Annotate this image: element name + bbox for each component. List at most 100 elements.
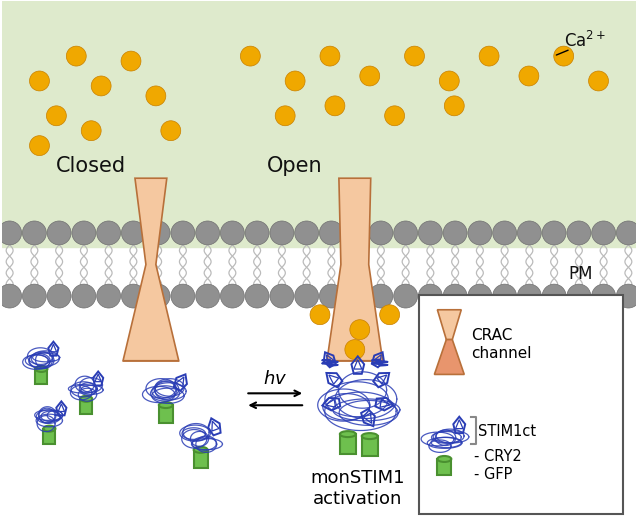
Circle shape xyxy=(121,284,145,308)
Text: monSTIM1
activation: monSTIM1 activation xyxy=(311,469,405,508)
Circle shape xyxy=(320,46,340,66)
Text: STIM1ct: STIM1ct xyxy=(478,424,537,439)
Circle shape xyxy=(591,284,616,308)
Circle shape xyxy=(394,284,417,308)
Circle shape xyxy=(221,221,244,245)
Circle shape xyxy=(285,71,305,91)
Circle shape xyxy=(196,221,219,245)
Circle shape xyxy=(443,221,467,245)
Ellipse shape xyxy=(43,426,56,432)
Text: Open: Open xyxy=(267,156,323,176)
Circle shape xyxy=(22,284,47,308)
Circle shape xyxy=(554,46,574,66)
Ellipse shape xyxy=(340,431,356,437)
Circle shape xyxy=(440,71,459,91)
Circle shape xyxy=(443,284,467,308)
Polygon shape xyxy=(123,178,179,361)
Circle shape xyxy=(171,221,195,245)
Circle shape xyxy=(275,106,295,126)
Circle shape xyxy=(380,305,399,325)
Bar xyxy=(43,428,56,443)
Circle shape xyxy=(567,221,591,245)
Circle shape xyxy=(72,221,96,245)
Ellipse shape xyxy=(159,402,173,408)
Circle shape xyxy=(567,284,591,308)
Circle shape xyxy=(419,284,442,308)
Circle shape xyxy=(97,221,121,245)
Circle shape xyxy=(295,221,318,245)
Circle shape xyxy=(468,284,492,308)
Circle shape xyxy=(350,320,370,340)
Circle shape xyxy=(161,121,181,141)
Text: PM: PM xyxy=(568,266,593,284)
Circle shape xyxy=(171,284,195,308)
Text: - CRY2: - CRY2 xyxy=(474,450,522,464)
Circle shape xyxy=(517,284,541,308)
Circle shape xyxy=(81,121,101,141)
Circle shape xyxy=(0,284,22,308)
Circle shape xyxy=(121,221,145,245)
Text: CRAC
channel: CRAC channel xyxy=(471,329,531,361)
Circle shape xyxy=(29,71,49,91)
Circle shape xyxy=(22,221,47,245)
Circle shape xyxy=(295,284,318,308)
Circle shape xyxy=(146,221,170,245)
Circle shape xyxy=(479,46,499,66)
Circle shape xyxy=(0,221,22,245)
Circle shape xyxy=(146,284,170,308)
Ellipse shape xyxy=(80,396,93,402)
Polygon shape xyxy=(438,310,461,340)
Circle shape xyxy=(493,284,517,308)
Bar xyxy=(80,399,93,414)
FancyBboxPatch shape xyxy=(419,295,623,514)
Bar xyxy=(2,2,636,247)
Circle shape xyxy=(91,76,111,96)
Circle shape xyxy=(241,46,260,66)
Circle shape xyxy=(404,46,424,66)
Circle shape xyxy=(221,284,244,308)
Circle shape xyxy=(345,340,365,360)
Ellipse shape xyxy=(36,366,47,372)
Ellipse shape xyxy=(438,456,451,462)
Circle shape xyxy=(47,106,66,126)
Bar xyxy=(36,369,47,384)
Circle shape xyxy=(542,221,566,245)
Circle shape xyxy=(369,284,393,308)
Circle shape xyxy=(47,284,71,308)
Circle shape xyxy=(517,221,541,245)
Polygon shape xyxy=(327,178,383,361)
Circle shape xyxy=(394,221,417,245)
Text: - GFP: - GFP xyxy=(474,468,512,482)
Circle shape xyxy=(320,284,343,308)
Circle shape xyxy=(146,86,166,106)
Bar xyxy=(340,434,356,454)
Circle shape xyxy=(310,305,330,325)
Circle shape xyxy=(344,221,368,245)
Circle shape xyxy=(444,96,464,116)
Circle shape xyxy=(589,71,609,91)
Circle shape xyxy=(97,284,121,308)
Circle shape xyxy=(616,221,638,245)
Circle shape xyxy=(468,221,492,245)
Polygon shape xyxy=(434,340,464,375)
Circle shape xyxy=(616,284,638,308)
Text: Ca$^{2+}$: Ca$^{2+}$ xyxy=(564,31,606,51)
Circle shape xyxy=(542,284,566,308)
Circle shape xyxy=(325,96,345,116)
Circle shape xyxy=(385,106,404,126)
Circle shape xyxy=(245,284,269,308)
Circle shape xyxy=(419,221,442,245)
Circle shape xyxy=(72,284,96,308)
Circle shape xyxy=(121,51,141,71)
Bar xyxy=(362,436,378,456)
Text: $hv$: $hv$ xyxy=(263,370,287,388)
Bar xyxy=(438,459,451,475)
Circle shape xyxy=(270,221,294,245)
Circle shape xyxy=(29,135,49,156)
Bar xyxy=(194,450,207,468)
Circle shape xyxy=(320,221,343,245)
Circle shape xyxy=(196,284,219,308)
Circle shape xyxy=(270,284,294,308)
Ellipse shape xyxy=(362,433,378,439)
Circle shape xyxy=(369,221,393,245)
